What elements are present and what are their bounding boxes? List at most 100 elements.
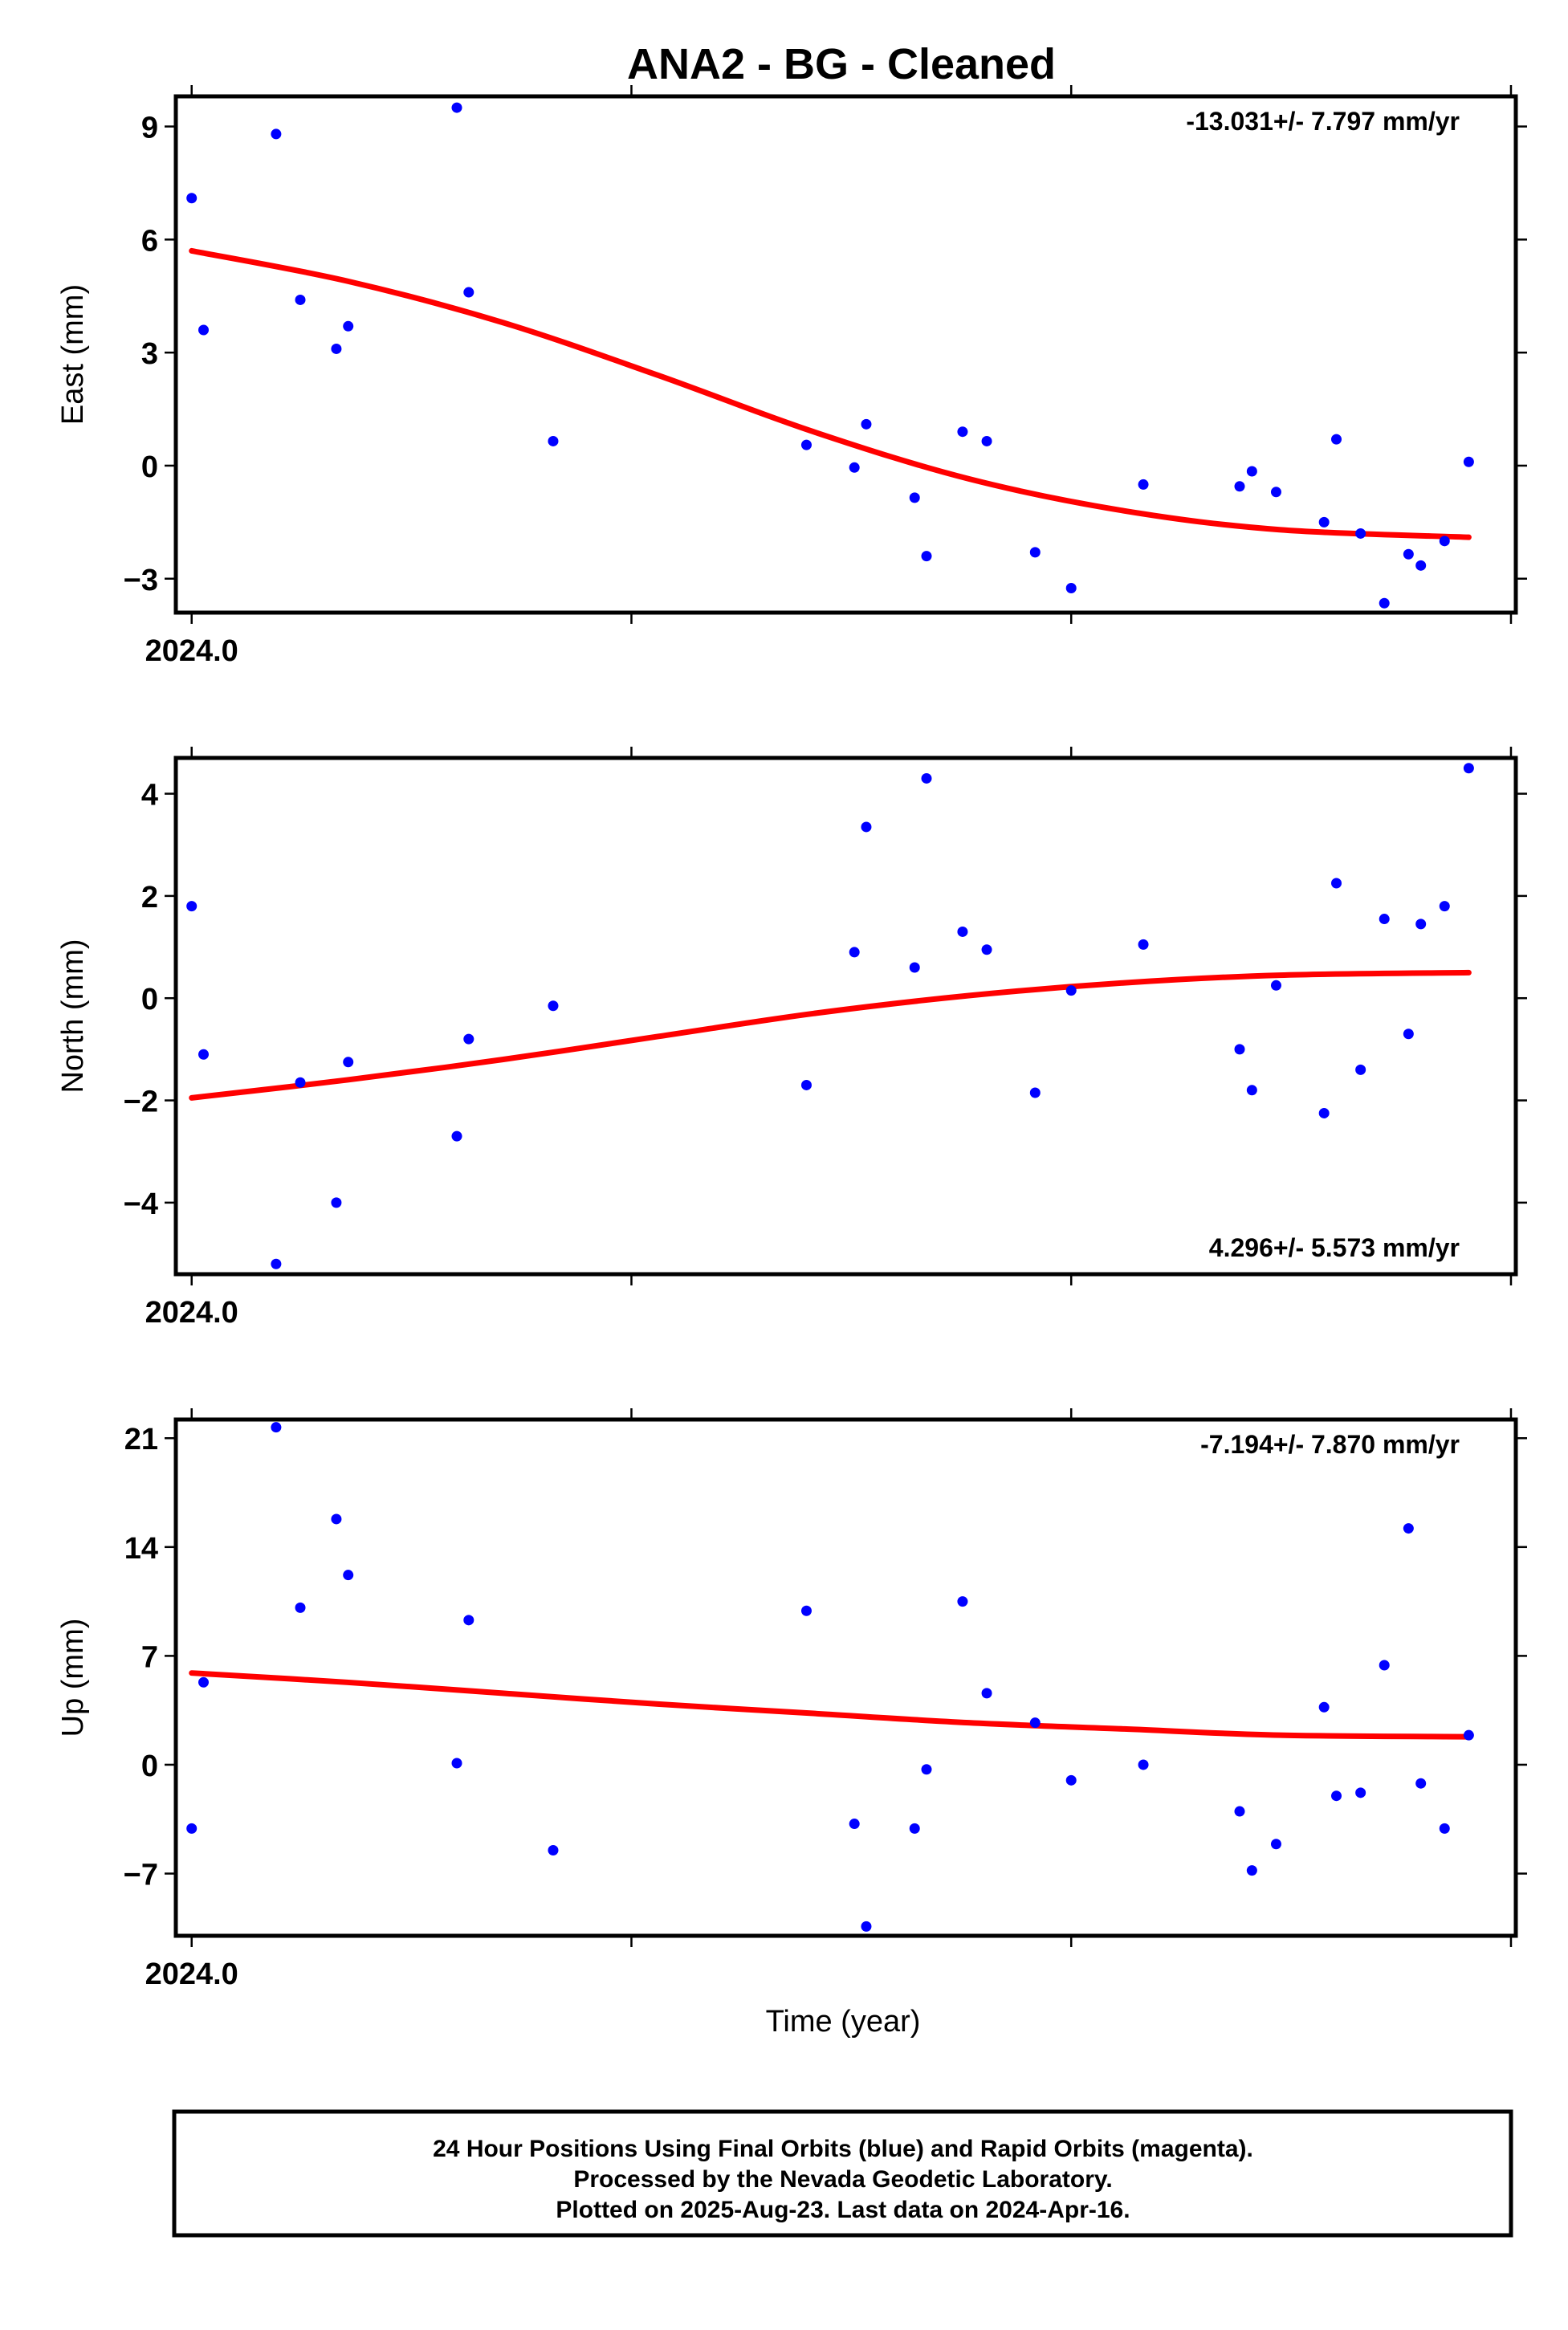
up-data-point: [1331, 1790, 1342, 1802]
up-data-point: [1246, 1865, 1257, 1876]
east-fit-line: [189, 247, 1472, 540]
up-ylabel: Up (mm): [56, 1619, 90, 1737]
up-data-point: [1439, 1823, 1450, 1834]
up-data-point: [198, 1676, 210, 1688]
up-data-point: [1463, 1729, 1474, 1741]
north-data-point: [271, 1258, 282, 1269]
east-data-point: [800, 439, 812, 450]
north-data-point: [1463, 763, 1474, 774]
east-data-point: [1403, 548, 1414, 560]
up-data-point: [1379, 1660, 1390, 1671]
up-plot-frame: [173, 1417, 1518, 1938]
up-data-point: [1138, 1759, 1149, 1770]
east-data-point: [1355, 528, 1366, 539]
north-data-point: [1246, 1085, 1257, 1096]
up-data-point: [1029, 1717, 1041, 1729]
east-data-point: [186, 193, 198, 204]
up-data-point: [1270, 1839, 1281, 1850]
up-ytick-label: −7: [124, 1859, 158, 1892]
east-data-point: [1463, 456, 1474, 467]
up-data-point: [849, 1819, 860, 1830]
north-data-point: [463, 1033, 474, 1045]
north-data-point: [451, 1130, 462, 1142]
footer-line-3: Plotted on 2025-Aug-23. Last data on 202…: [556, 2197, 1130, 2223]
north-data-point: [1234, 1044, 1245, 1055]
north-data-point: [981, 944, 992, 955]
east-data-point: [1029, 547, 1041, 558]
up-data-point: [981, 1688, 992, 1699]
east-ylabel: East (mm): [56, 284, 90, 425]
east-ytick-label: 9: [141, 112, 158, 145]
north-data-point: [957, 926, 968, 937]
east-data-point: [295, 294, 306, 305]
north-ytick-label: −2: [124, 1086, 158, 1119]
north-data-point: [800, 1079, 812, 1090]
east-data-point: [849, 462, 860, 473]
up-data-point: [295, 1602, 306, 1613]
north-data-point: [548, 1000, 559, 1012]
east-data-point: [451, 102, 462, 113]
up-ytick-label: 21: [124, 1423, 158, 1456]
east-data-point: [1234, 481, 1245, 492]
up-data-point: [331, 1513, 342, 1525]
up-data-point: [463, 1615, 474, 1626]
up-data-point: [186, 1823, 198, 1834]
east-data-point: [1246, 466, 1257, 477]
up-ytick-label: 7: [141, 1640, 158, 1674]
north-plot-frame: [173, 756, 1518, 1277]
north-ytick-label: 4: [141, 779, 158, 813]
north-data-point: [198, 1049, 210, 1060]
east-data-point: [1065, 582, 1077, 593]
north-data-point: [1065, 985, 1077, 996]
north-ylabel: North (mm): [56, 939, 90, 1093]
footer-box: [172, 2109, 1513, 2238]
up-data-point: [548, 1844, 559, 1855]
north-data-point: [1439, 901, 1450, 912]
up-data-point: [957, 1596, 968, 1607]
east-data-point: [1379, 597, 1390, 609]
up-data-point: [1065, 1774, 1077, 1786]
up-data-point: [271, 1422, 282, 1433]
up-data-point: [1234, 1806, 1245, 1817]
up-data-point: [1355, 1787, 1366, 1798]
up-data-point: [909, 1823, 920, 1834]
east-panel: 9 6 3 0 −3 2024.0 East (mm) -13.031+/- 7.797 mm…: [56, 85, 1527, 668]
east-data-point: [1318, 516, 1330, 528]
north-ytick-label: 0: [141, 983, 158, 1016]
up-rate-annotation: -7.194+/- 7.870 mm/yr: [1200, 1430, 1460, 1459]
north-data-point: [1331, 878, 1342, 889]
north-data-point: [861, 821, 872, 833]
footer-line-1: 24 Hour Positions Using Final Orbits (bl…: [433, 2136, 1253, 2162]
up-xtick-label: 2024.0: [145, 1957, 238, 1991]
up-data-point: [451, 1758, 462, 1769]
east-ytick-label: 6: [141, 224, 158, 258]
north-data-point: [1029, 1087, 1041, 1098]
east-ytick-label: 0: [141, 450, 158, 484]
east-xtick-label: 2024.0: [145, 634, 238, 668]
east-ytick-label: 3: [141, 337, 158, 371]
up-panel: 21 14 7 0 −7 2024.0 Up (mm) -7.194+/- 7.870 mm/…: [56, 1408, 1527, 1991]
up-data-point: [861, 1921, 872, 1932]
north-data-point: [909, 962, 920, 973]
north-fit-line: [189, 969, 1472, 1101]
north-xtick-label: 2024.0: [145, 1296, 238, 1330]
north-data-point: [186, 901, 198, 912]
east-plot-frame: [173, 94, 1518, 615]
east-data-point: [981, 435, 992, 446]
east-data-point: [1415, 560, 1427, 571]
east-data-point: [343, 320, 354, 332]
north-rate-annotation: 4.296+/- 5.573 mm/yr: [1209, 1233, 1460, 1262]
up-ytick-label: 0: [141, 1750, 158, 1783]
north-data-point: [295, 1077, 306, 1088]
north-data-point: [331, 1197, 342, 1208]
up-data-point: [921, 1764, 932, 1775]
east-data-point: [1439, 536, 1450, 547]
north-panel: 4 2 0 −2 −4 2024.0 North (mm) 4.296+/- 5.573 mm…: [56, 747, 1527, 1330]
east-data-point: [861, 418, 872, 430]
up-data-point: [343, 1570, 354, 1581]
north-data-point: [1403, 1029, 1414, 1040]
east-rate-annotation: -13.031+/- 7.797 mm/yr: [1186, 107, 1460, 136]
up-data-point: [1415, 1778, 1427, 1789]
east-data-point: [198, 324, 210, 336]
north-data-point: [1270, 980, 1281, 991]
